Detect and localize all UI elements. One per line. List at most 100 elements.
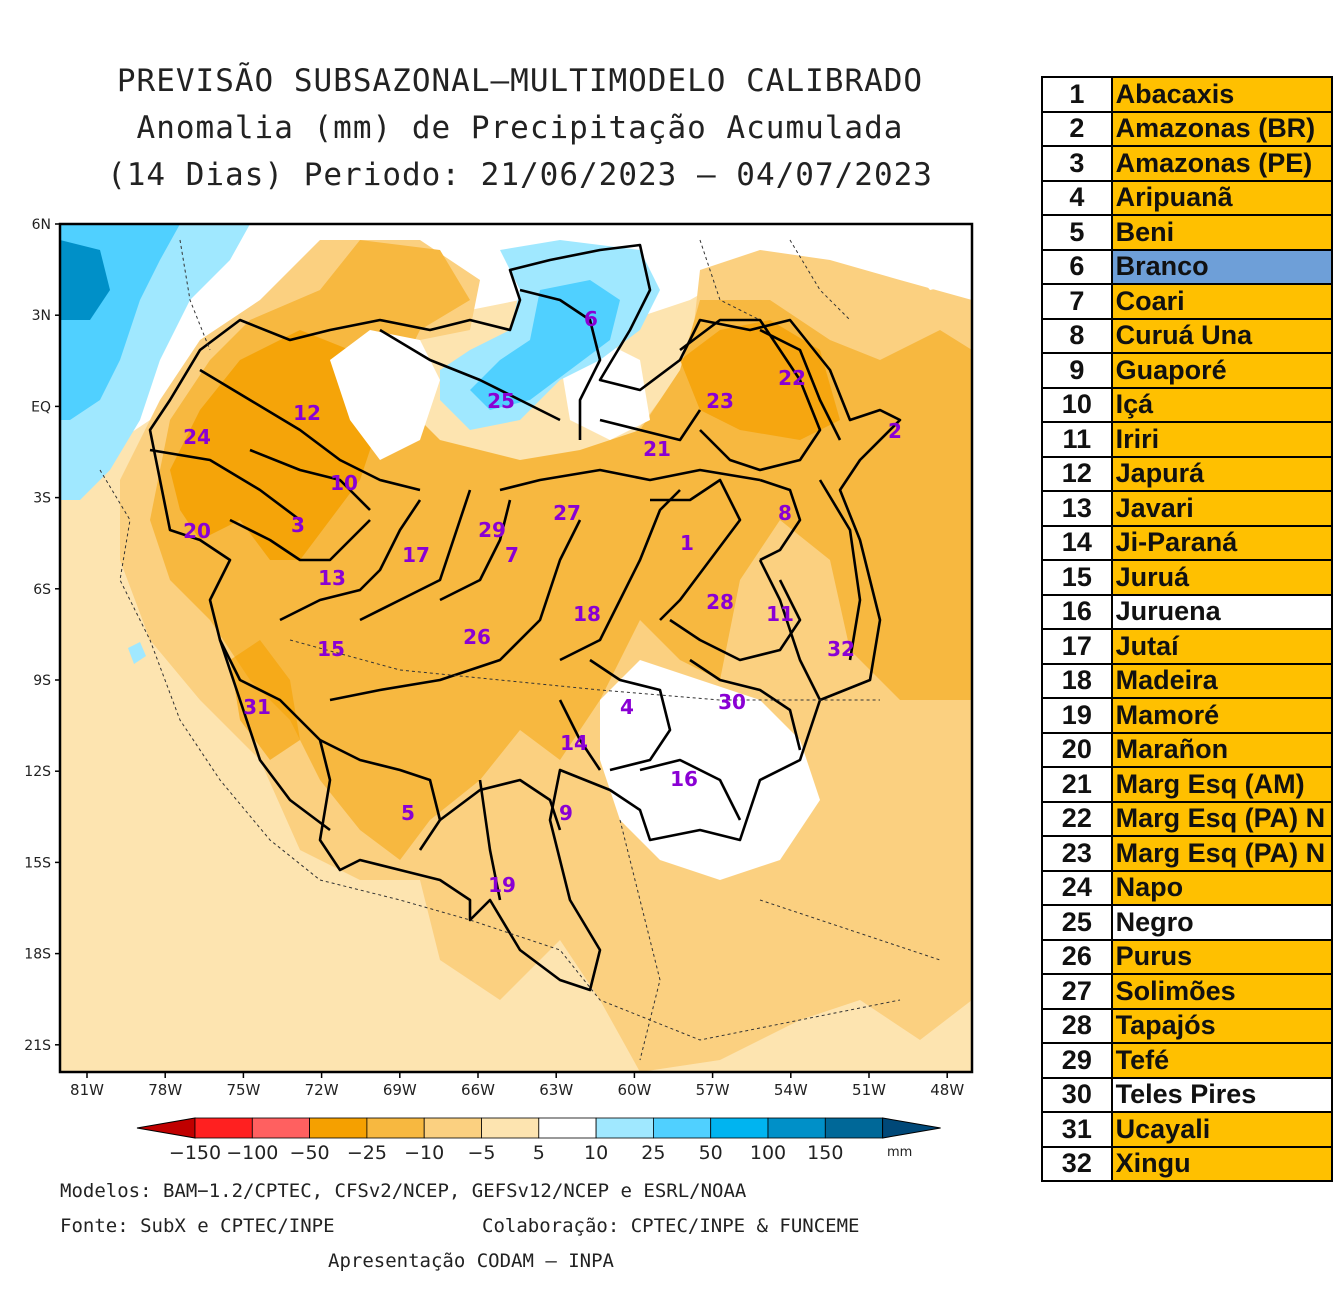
colorbar-label: 100 [750,1142,786,1164]
lon-label: 54W [774,1081,808,1099]
basin-row: 7 Coari [1041,283,1333,320]
basin-name: Tefé [1110,1042,1333,1079]
footer-source: Fonte: SubX e CPTEC/INPE [60,1215,335,1237]
colorbar-label: −5 [467,1142,495,1164]
basin-line-32 [818,479,862,661]
basin-name: Teles Pires [1110,1076,1333,1113]
basin-name: Içá [1110,386,1333,423]
basin-line-14 [558,699,602,771]
lon-label: 72W [305,1081,339,1099]
basin-number: 11 [1041,421,1113,458]
lat-label: 3N [32,308,51,324]
basin-line-17 [359,489,472,622]
lat-label: 15S [24,855,51,871]
basin-row: 8 Curuá Una [1041,317,1333,354]
basin-name: Guaporé [1110,352,1333,389]
basin-row: 5 Beni [1041,214,1333,251]
basin-name: Coari [1110,283,1333,320]
basin-row: 19 Mamoré [1041,697,1333,734]
basin-line-11 [758,559,822,701]
region-label-11: 11 [766,602,794,626]
country-borders [99,239,941,1061]
basin-name: Mamoré [1110,697,1333,734]
basin-name: Iriri [1110,421,1333,458]
lon-label: 57W [696,1081,730,1099]
basin-number: 13 [1041,490,1113,527]
basin-name: Javari [1110,490,1333,527]
colorbar-swatch [653,1117,712,1139]
region-label-8: 8 [778,501,792,525]
colorbar-swatch [824,1117,883,1139]
basin-line-21 [599,409,702,442]
basin-name: Marañon [1110,731,1333,768]
basin-row: 23 Marg Esq (PA) N [1041,835,1333,872]
lat-label: 9S [33,673,51,689]
region-label-15: 15 [317,637,345,661]
basin-line-13-15 [279,499,422,622]
anomaly-deep-blue-west [60,240,110,320]
basin-line-1 [650,478,742,621]
region-label-6: 6 [584,307,598,331]
lon-label: 69W [383,1081,417,1099]
region-label-21: 21 [643,437,671,461]
title-line-3: (14 Dias) Periodo: 21/06/2023 — 04/07/20… [107,157,933,193]
colorbar-swatch [251,1117,311,1139]
basin-row: 10 Içá [1041,386,1333,423]
lon-label: 75W [226,1081,260,1099]
basin-number: 5 [1041,214,1113,251]
lon-label: 63W [539,1081,573,1099]
colorbar-swatch [538,1117,597,1139]
basin-number: 24 [1041,869,1113,906]
region-label-28: 28 [706,590,734,614]
basin-line-30 [689,658,802,751]
basin-name: Curuá Una [1110,317,1333,354]
map-title: PREVISÃO SUBSAZONAL—MULTIMODELO CALIBRAD… [60,58,980,199]
basin-line-5 [319,738,442,851]
basin-number: 26 [1041,938,1113,975]
basin-row: 3 Amazonas (PE) [1041,145,1333,182]
colorbar-label: 10 [584,1142,608,1164]
basin-number: 17 [1041,628,1113,665]
basin-name: Aripuanã [1110,179,1333,216]
anomaly-strong-orange [170,330,380,560]
basin-line-19 [478,779,502,901]
footer-presentation: Apresentação CODAM — INPA [328,1250,614,1272]
lon-label: 66W [461,1081,495,1099]
region-label-22: 22 [778,366,806,390]
lon-label: 78W [148,1081,182,1099]
basin-line-25 [379,328,561,422]
region-label-14: 14 [560,731,588,755]
basin-row: 13 Javari [1041,490,1333,527]
colorbar-label: −25 [347,1142,387,1164]
region-label-20: 20 [183,519,211,543]
basin-row: 6 Branco [1041,248,1333,285]
lon-label: 60W [617,1081,651,1099]
colorbar-swatch [194,1117,253,1139]
basin-number: 29 [1041,1042,1113,1079]
basin-number: 28 [1041,1007,1113,1044]
basin-number: 12 [1041,455,1113,492]
basin-row: 14 Ji-Paraná [1041,524,1333,561]
basin-line-18 [559,489,681,662]
basin-row: 29 Tefé [1041,1042,1333,1079]
colorbar-label: −50 [290,1142,330,1164]
region-label-5: 5 [401,801,415,825]
basin-row: 2 Amazonas (BR) [1041,110,1333,147]
basin-row: 24 Napo [1041,869,1333,906]
border-line-8 [759,899,941,961]
basin-row: 28 Tapajós [1041,1007,1333,1044]
basin-number: 20 [1041,731,1113,768]
basin-name: Ucayali [1110,1111,1333,1148]
basin-line-3 [229,518,371,562]
lon-label: 51W [852,1081,886,1099]
basin-name: Napo [1110,869,1333,906]
lat-label: 6N [32,217,51,233]
region-label-23: 23 [706,389,734,413]
basin-row: 1 Abacaxis [1041,76,1333,113]
anomaly-neutral-north [330,330,440,460]
basin-name: Marg Esq (PA) N [1110,835,1333,872]
region-label-32: 32 [827,637,855,661]
basin-name: Juruá [1110,559,1333,596]
region-label-12: 12 [293,401,321,425]
basin-name: Amazonas (BR) [1110,110,1333,147]
